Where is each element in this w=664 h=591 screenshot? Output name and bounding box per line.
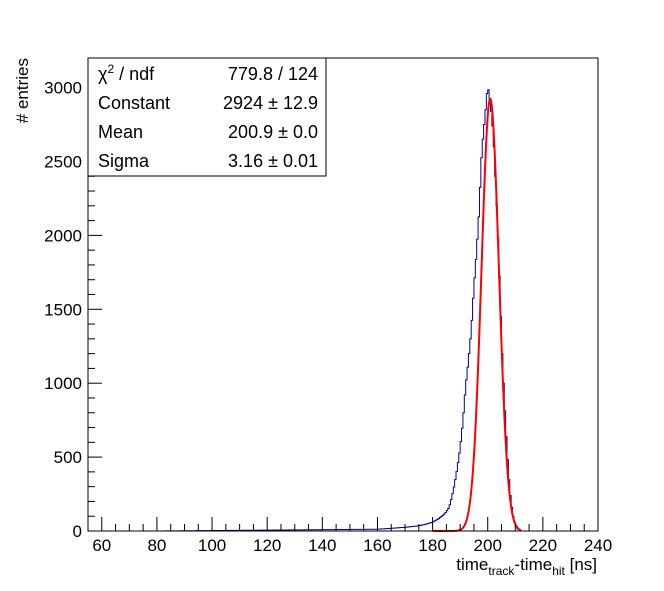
fit-layer bbox=[432, 97, 522, 532]
stats-label: χ2 / ndf bbox=[98, 62, 155, 84]
x-tick-label: 160 bbox=[363, 536, 391, 555]
y-tick-label: 2000 bbox=[44, 226, 82, 245]
stats-value: 779.8 / 124 bbox=[228, 64, 318, 84]
y-tick-label: 1000 bbox=[44, 374, 82, 393]
x-tick-label: 60 bbox=[92, 536, 111, 555]
y-axis: 0 500 1000 1500 2000 2500 3000 bbox=[44, 57, 102, 541]
stats-box: χ2 / ndf 779.8 / 124 Constant 2924 ± 12.9 Me… bbox=[87, 57, 327, 177]
x-tick-label: 220 bbox=[529, 536, 557, 555]
x-tick-label: 120 bbox=[253, 536, 281, 555]
x-axis-title: timetrack-timehit [ns] bbox=[456, 555, 597, 578]
x-tick-label: 80 bbox=[147, 536, 166, 555]
stats-value: 2924 ± 12.9 bbox=[223, 93, 318, 113]
stats-value: 200.9 ± 0.0 bbox=[228, 122, 318, 142]
x-tick-label: 100 bbox=[198, 536, 226, 555]
stats-box-frame bbox=[87, 57, 327, 177]
y-tick-label: 0 bbox=[73, 522, 82, 541]
x-tick-label: 240 bbox=[584, 536, 612, 555]
y-axis-title: # entries bbox=[13, 58, 32, 123]
gaussian-fit-curve bbox=[432, 97, 522, 532]
stats-label: Constant bbox=[98, 93, 170, 113]
stats-label: Mean bbox=[98, 122, 143, 142]
y-tick-label: 1500 bbox=[44, 300, 82, 319]
x-tick-label: 180 bbox=[418, 536, 446, 555]
x-tick-label: 140 bbox=[308, 536, 336, 555]
stats-value: 3.16 ± 0.01 bbox=[228, 151, 318, 171]
x-axis: 60 80 100 120 140 160 180 200 220 240 bbox=[87, 517, 612, 555]
y-tick-label: 2500 bbox=[44, 152, 82, 171]
y-tick-label: 3000 bbox=[44, 79, 82, 98]
x-tick-label: 200 bbox=[474, 536, 502, 555]
y-tick-label: 500 bbox=[54, 448, 82, 467]
stats-label: Sigma bbox=[98, 151, 150, 171]
